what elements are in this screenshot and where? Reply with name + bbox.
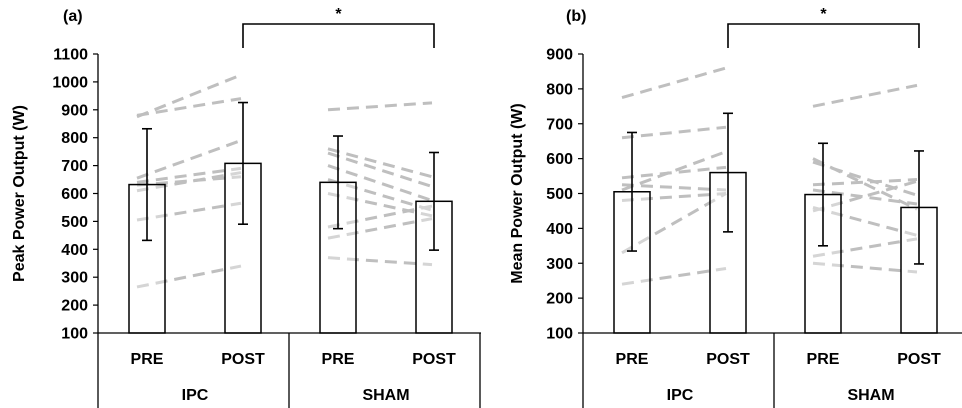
y-axis-title: Peak Power Output (W): [11, 105, 28, 282]
individual-line: [812, 160, 918, 197]
individual-line: [621, 125, 727, 140]
individual-line: [136, 175, 242, 187]
y-tick-label: 200: [61, 298, 88, 315]
individual-line: [621, 192, 727, 202]
chart-panel-a: (a) Peak Power Output (W) 100 200 300 400 500 6…: [11, 6, 481, 408]
y-tick-label: 1000: [52, 74, 88, 91]
significance-bracket: [727, 23, 920, 48]
individual-line: [136, 73, 242, 119]
y-tick-label: 800: [546, 81, 573, 98]
panel-label: (a): [63, 8, 83, 25]
individual-line: [621, 165, 727, 180]
y-tick-label: 100: [546, 326, 573, 343]
y-tick-label: 900: [546, 47, 573, 64]
individual-line: [136, 166, 242, 184]
x-category-label: PRE: [131, 351, 164, 368]
x-category-label: PRE: [616, 351, 649, 368]
x-group-label: SHAM: [362, 387, 409, 404]
y-tick-label: 500: [546, 186, 573, 203]
individual-line: [621, 266, 727, 286]
individual-line: [327, 256, 433, 267]
y-tick-label: 100: [61, 326, 88, 343]
individual-line: [136, 201, 242, 222]
individual-line: [621, 183, 727, 192]
y-tick-label: 300: [61, 270, 88, 287]
x-group-label: IPC: [182, 387, 209, 404]
x-category-label: POST: [706, 351, 750, 368]
y-tick-label: 900: [61, 102, 88, 119]
y-axis-title: Mean Power Output (W): [509, 103, 526, 283]
y-tick-label: 400: [61, 242, 88, 259]
individual-line: [327, 101, 433, 112]
x-group-label: SHAM: [847, 387, 894, 404]
individual-line: [812, 188, 918, 206]
significance-bracket: [242, 23, 435, 48]
significance-star: *: [820, 6, 827, 23]
x-category-label: PRE: [322, 351, 355, 368]
individual-line: [621, 192, 727, 255]
individual-line: [812, 83, 918, 108]
individual-line: [621, 66, 727, 100]
x-category-label: PRE: [807, 351, 840, 368]
x-category-label: POST: [221, 351, 265, 368]
y-tick-label: 300: [546, 256, 573, 273]
x-group-label: IPC: [667, 387, 694, 404]
y-tick-label: 700: [546, 116, 573, 133]
y-tick-label: 600: [61, 186, 88, 203]
individual-line: [136, 97, 242, 117]
y-tick-label: 800: [61, 130, 88, 147]
x-category-label: POST: [897, 351, 941, 368]
y-tick-label: 500: [61, 214, 88, 231]
chart-panel-b: (b) Mean Power Output (W) 100 200 300 400 500 6…: [509, 6, 962, 408]
significance-star: *: [335, 6, 342, 23]
panel-label: (b): [566, 8, 586, 25]
individual-line: [812, 178, 918, 187]
bar: [900, 206, 938, 334]
individual-line: [812, 261, 918, 274]
individual-line: [136, 171, 242, 193]
y-tick-label: 1100: [53, 47, 88, 64]
x-category-label: POST: [412, 351, 456, 368]
y-tick-label: 400: [546, 221, 573, 238]
individual-line: [327, 151, 433, 188]
individual-line: [327, 147, 433, 179]
individual-line: [812, 237, 918, 258]
y-tick-label: 200: [546, 291, 573, 308]
y-tick-label: 700: [61, 158, 88, 175]
y-tick-label: 600: [546, 151, 573, 168]
